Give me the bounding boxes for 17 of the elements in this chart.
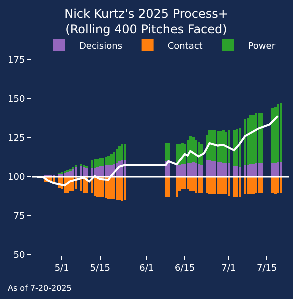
y-tick-label: 100 [8,173,26,184]
y-tick-label: 75 [14,212,26,222]
legend-label: Power [248,42,276,52]
y-tick-label: 50 [14,251,26,262]
y-tick-label: 150 [8,95,26,106]
x-tick-label: 5/15 [90,264,110,274]
x-tick-label: 5/1 [54,264,70,274]
x-tick-label: 6/15 [175,264,196,274]
y-tick-label: 125 [8,134,26,144]
legend-label: Decisions [80,42,123,52]
x-tick-label: 6/1 [140,264,154,274]
x-tick-label: 7/1 [222,264,236,274]
x-tick-label: 7/15 [257,264,278,274]
chart-title: Nick Kurtz's 2025 Process+ (Rolling 400 Pitches Faced) [64,6,228,37]
y-tick-label: 175 [8,56,26,66]
text: As of 7-20-2025 [8,284,72,293]
legend-label: Contact [168,42,204,52]
